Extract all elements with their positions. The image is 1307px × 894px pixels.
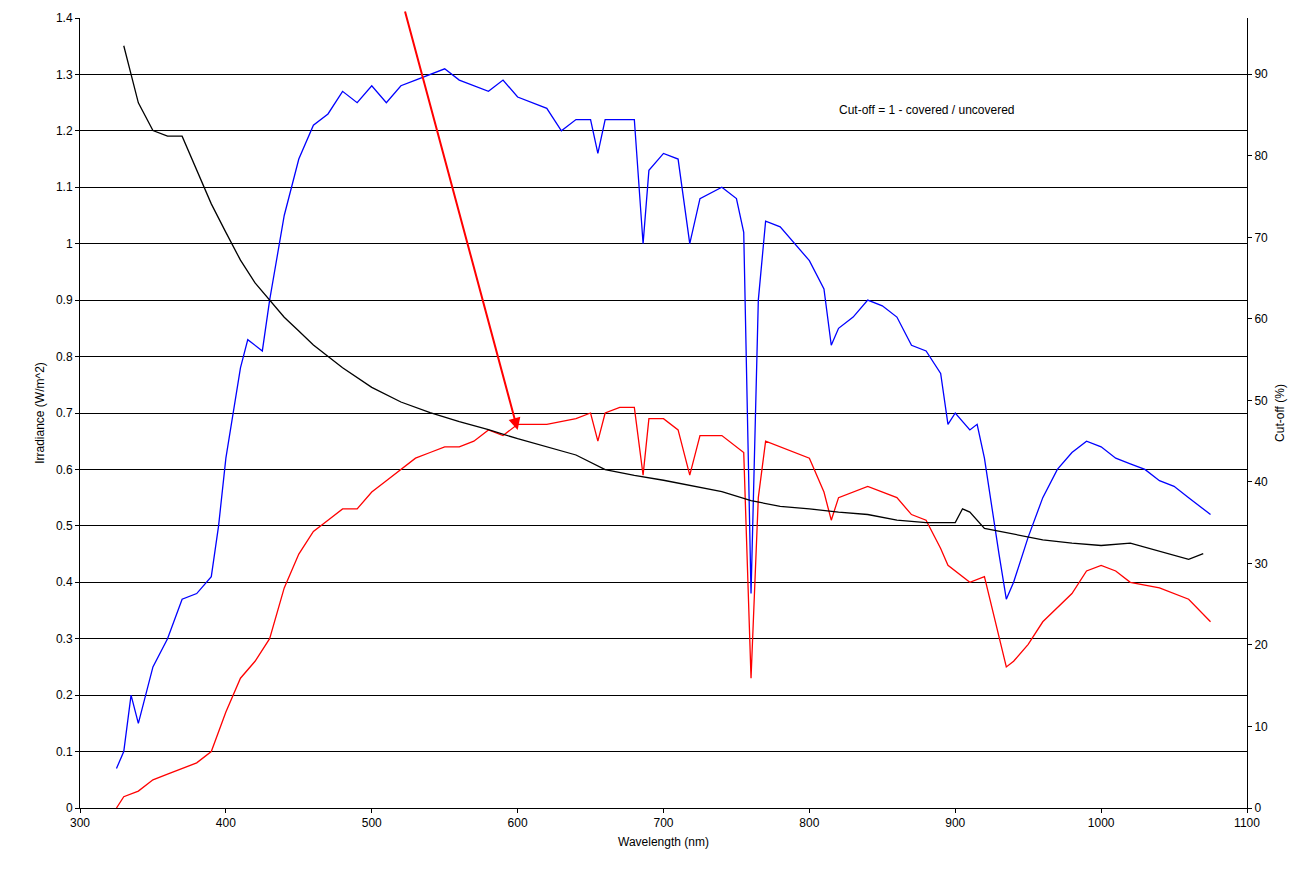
svg-text:20: 20 [1254,638,1268,652]
svg-text:0.3: 0.3 [56,632,73,646]
svg-text:90: 90 [1254,67,1268,81]
svg-text:1.3: 1.3 [56,68,73,82]
svg-text:80: 80 [1254,149,1268,163]
svg-text:1: 1 [66,237,73,251]
svg-text:0.1: 0.1 [56,745,73,759]
svg-text:700: 700 [653,816,673,830]
svg-text:Cut-off = 1 - covered / uncove: Cut-off = 1 - covered / uncovered [839,103,1015,117]
svg-text:0.5: 0.5 [56,519,73,533]
svg-text:0.7: 0.7 [56,406,73,420]
svg-text:600: 600 [508,816,528,830]
svg-text:1100: 1100 [1234,816,1260,830]
svg-text:10: 10 [1254,720,1268,734]
svg-text:0.8: 0.8 [56,350,73,364]
svg-text:40: 40 [1254,475,1268,489]
svg-text:Irradiance (W/m^2): Irradiance (W/m^2) [33,362,47,464]
svg-text:300: 300 [70,816,90,830]
svg-text:0: 0 [66,801,73,815]
svg-text:60: 60 [1254,312,1268,326]
svg-text:30: 30 [1254,557,1268,571]
svg-text:400: 400 [216,816,236,830]
svg-text:0.2: 0.2 [56,688,73,702]
svg-text:1000: 1000 [1088,816,1115,830]
svg-text:1.2: 1.2 [56,124,73,138]
svg-text:Wavelength (nm): Wavelength (nm) [618,835,709,849]
svg-text:0.4: 0.4 [56,575,73,589]
svg-text:800: 800 [799,816,819,830]
svg-text:900: 900 [945,816,965,830]
svg-text:500: 500 [362,816,382,830]
svg-text:50: 50 [1254,394,1268,408]
svg-text:0.6: 0.6 [56,463,73,477]
svg-text:70: 70 [1254,231,1268,245]
svg-text:1.4: 1.4 [56,11,73,25]
svg-text:0.9: 0.9 [56,293,73,307]
svg-text:Cut-off (%): Cut-off (%) [1273,384,1287,442]
svg-text:0: 0 [1254,801,1261,815]
svg-text:1.1: 1.1 [56,180,73,194]
